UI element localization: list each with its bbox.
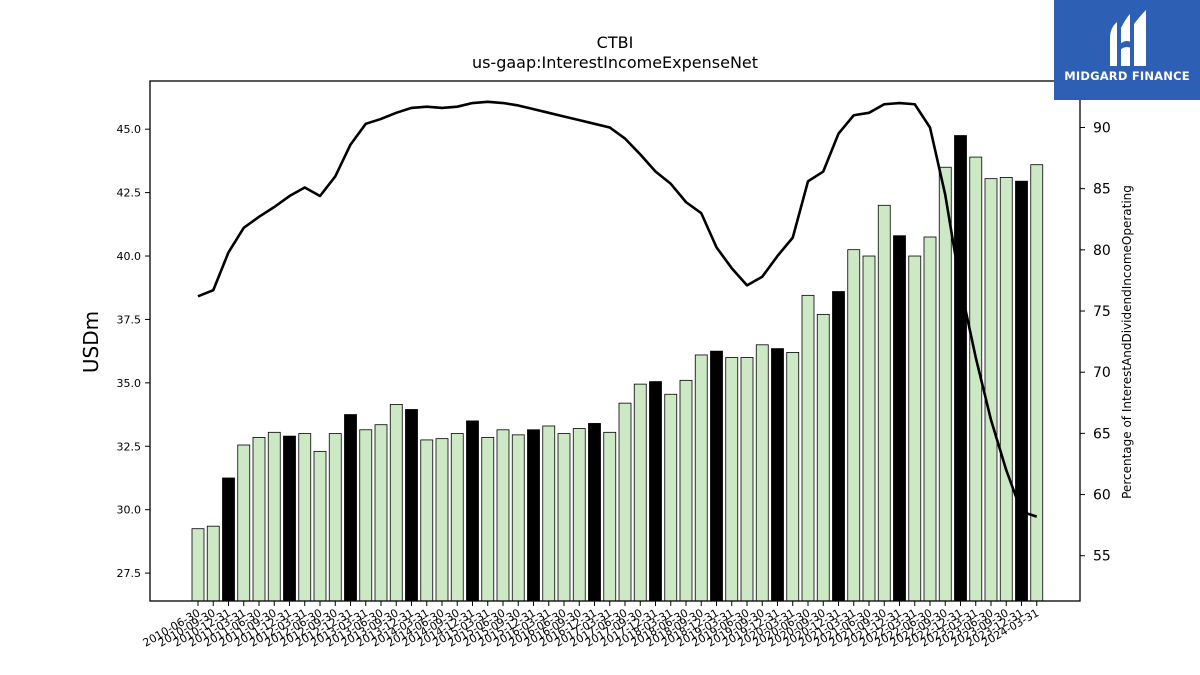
bar-2022-06-30 [923,236,937,602]
bar-2024-03-31 [1030,164,1044,602]
midgard-logo: MIDGARD FINANCE [1054,0,1200,100]
y2-tick-label: 85 [1093,182,1111,198]
bar-2015-03-31 [481,436,495,602]
bar-2017-03-31 [603,431,617,602]
y-tick-label: 40.0 [117,250,142,263]
bar-2015-06-30 [496,429,510,602]
chart-title: CTBI [597,33,634,52]
bar-2018-09-30 [694,354,708,602]
bar-2022-03-31 [908,255,922,602]
y2-tick-label: 65 [1093,426,1111,442]
plot-frame [149,80,1081,602]
y-tick-label: 37.5 [117,313,142,326]
y-tick-label: 27.5 [117,567,142,580]
bar-2019-12-31 [771,348,784,602]
bar-2011-03-31 [237,444,251,602]
y2-tick-label: 75 [1093,304,1111,320]
bar-2021-06-30 [862,255,876,602]
y2-tick-label: 70 [1093,365,1111,381]
bar-2017-06-30 [618,402,632,602]
midgard-logo-text: MIDGARD FINANCE [1064,69,1190,83]
bar-2013-12-31 [405,409,418,602]
bar-2018-06-30 [679,379,693,602]
bar-2015-12-31 [527,429,540,602]
bar-2017-09-30 [633,383,647,602]
bar-2019-09-30 [755,344,769,602]
y-tick-label: 32.5 [117,440,142,453]
y2-tick-label: 55 [1093,549,1111,565]
bar-2012-03-31 [298,433,312,602]
y2-tick-label: 80 [1093,243,1111,259]
bar-series [191,135,1044,602]
y2-tick-label: 60 [1093,488,1111,504]
bar-2011-12-31 [283,435,296,602]
y-tick-label: 45.0 [117,123,142,136]
bar-2011-06-30 [252,436,266,602]
bar-2023-12-31 [1015,180,1028,602]
y-axis-label: USDm [79,311,103,373]
bar-2023-06-30 [984,178,998,602]
bar-2014-12-31 [466,420,479,602]
bar-2020-06-30 [801,294,815,602]
bar-2012-09-30 [328,433,342,602]
bar-2013-03-31 [359,429,373,602]
bar-2014-09-30 [450,433,464,602]
bar-2020-09-30 [816,313,830,602]
bar-2014-06-30 [435,438,449,602]
y-tick-label: 42.5 [117,187,142,200]
bar-2019-03-31 [725,357,739,602]
bar-2011-09-30 [267,431,281,602]
bar-2016-12-31 [588,423,601,602]
chart-subtitle: us-gaap:InterestIncomeExpenseNet [472,53,758,72]
bar-2022-12-31 [954,135,967,602]
axes: 27.5 30.0 32.5 35.0 37.5 40.0 42.5 45.0 55 60 65 70… [117,80,1111,650]
bar-2023-09-30 [999,176,1013,602]
bar-2021-09-30 [877,204,891,602]
y2-axis-label: Percentage of InterestAndDividendIncomeO… [1120,185,1134,499]
bar-2014-03-31 [420,439,434,602]
bar-2018-12-31 [710,350,723,602]
bar-2016-06-30 [557,433,571,602]
midgard-logo-icon [1110,10,1146,66]
bar-2016-09-30 [572,428,586,602]
bar-2018-03-31 [664,393,678,602]
bar-2017-12-31 [649,381,662,602]
bar-2010-12-31 [222,477,235,602]
bar-2019-06-30 [740,357,754,602]
y2-tick-label: 90 [1093,120,1111,136]
bar-2012-06-30 [313,450,327,602]
y-tick-label: 35.0 [117,377,142,390]
bar-2010-06-30 [191,528,205,602]
bar-2022-09-30 [938,166,952,602]
bar-2013-09-30 [389,404,403,602]
bar-2021-12-31 [893,235,906,602]
bar-2012-12-31 [344,414,357,602]
bar-2013-06-30 [374,424,388,602]
y-tick-label: 30.0 [117,504,142,517]
bar-2021-03-31 [847,249,861,602]
line-path [197,100,1038,518]
bar-2020-12-31 [832,291,845,602]
line-series [197,100,1038,518]
bar-2010-09-30 [206,525,220,602]
bar-2020-03-31 [786,352,800,602]
bar-2016-03-31 [542,425,556,602]
bar-2015-09-30 [511,434,525,602]
